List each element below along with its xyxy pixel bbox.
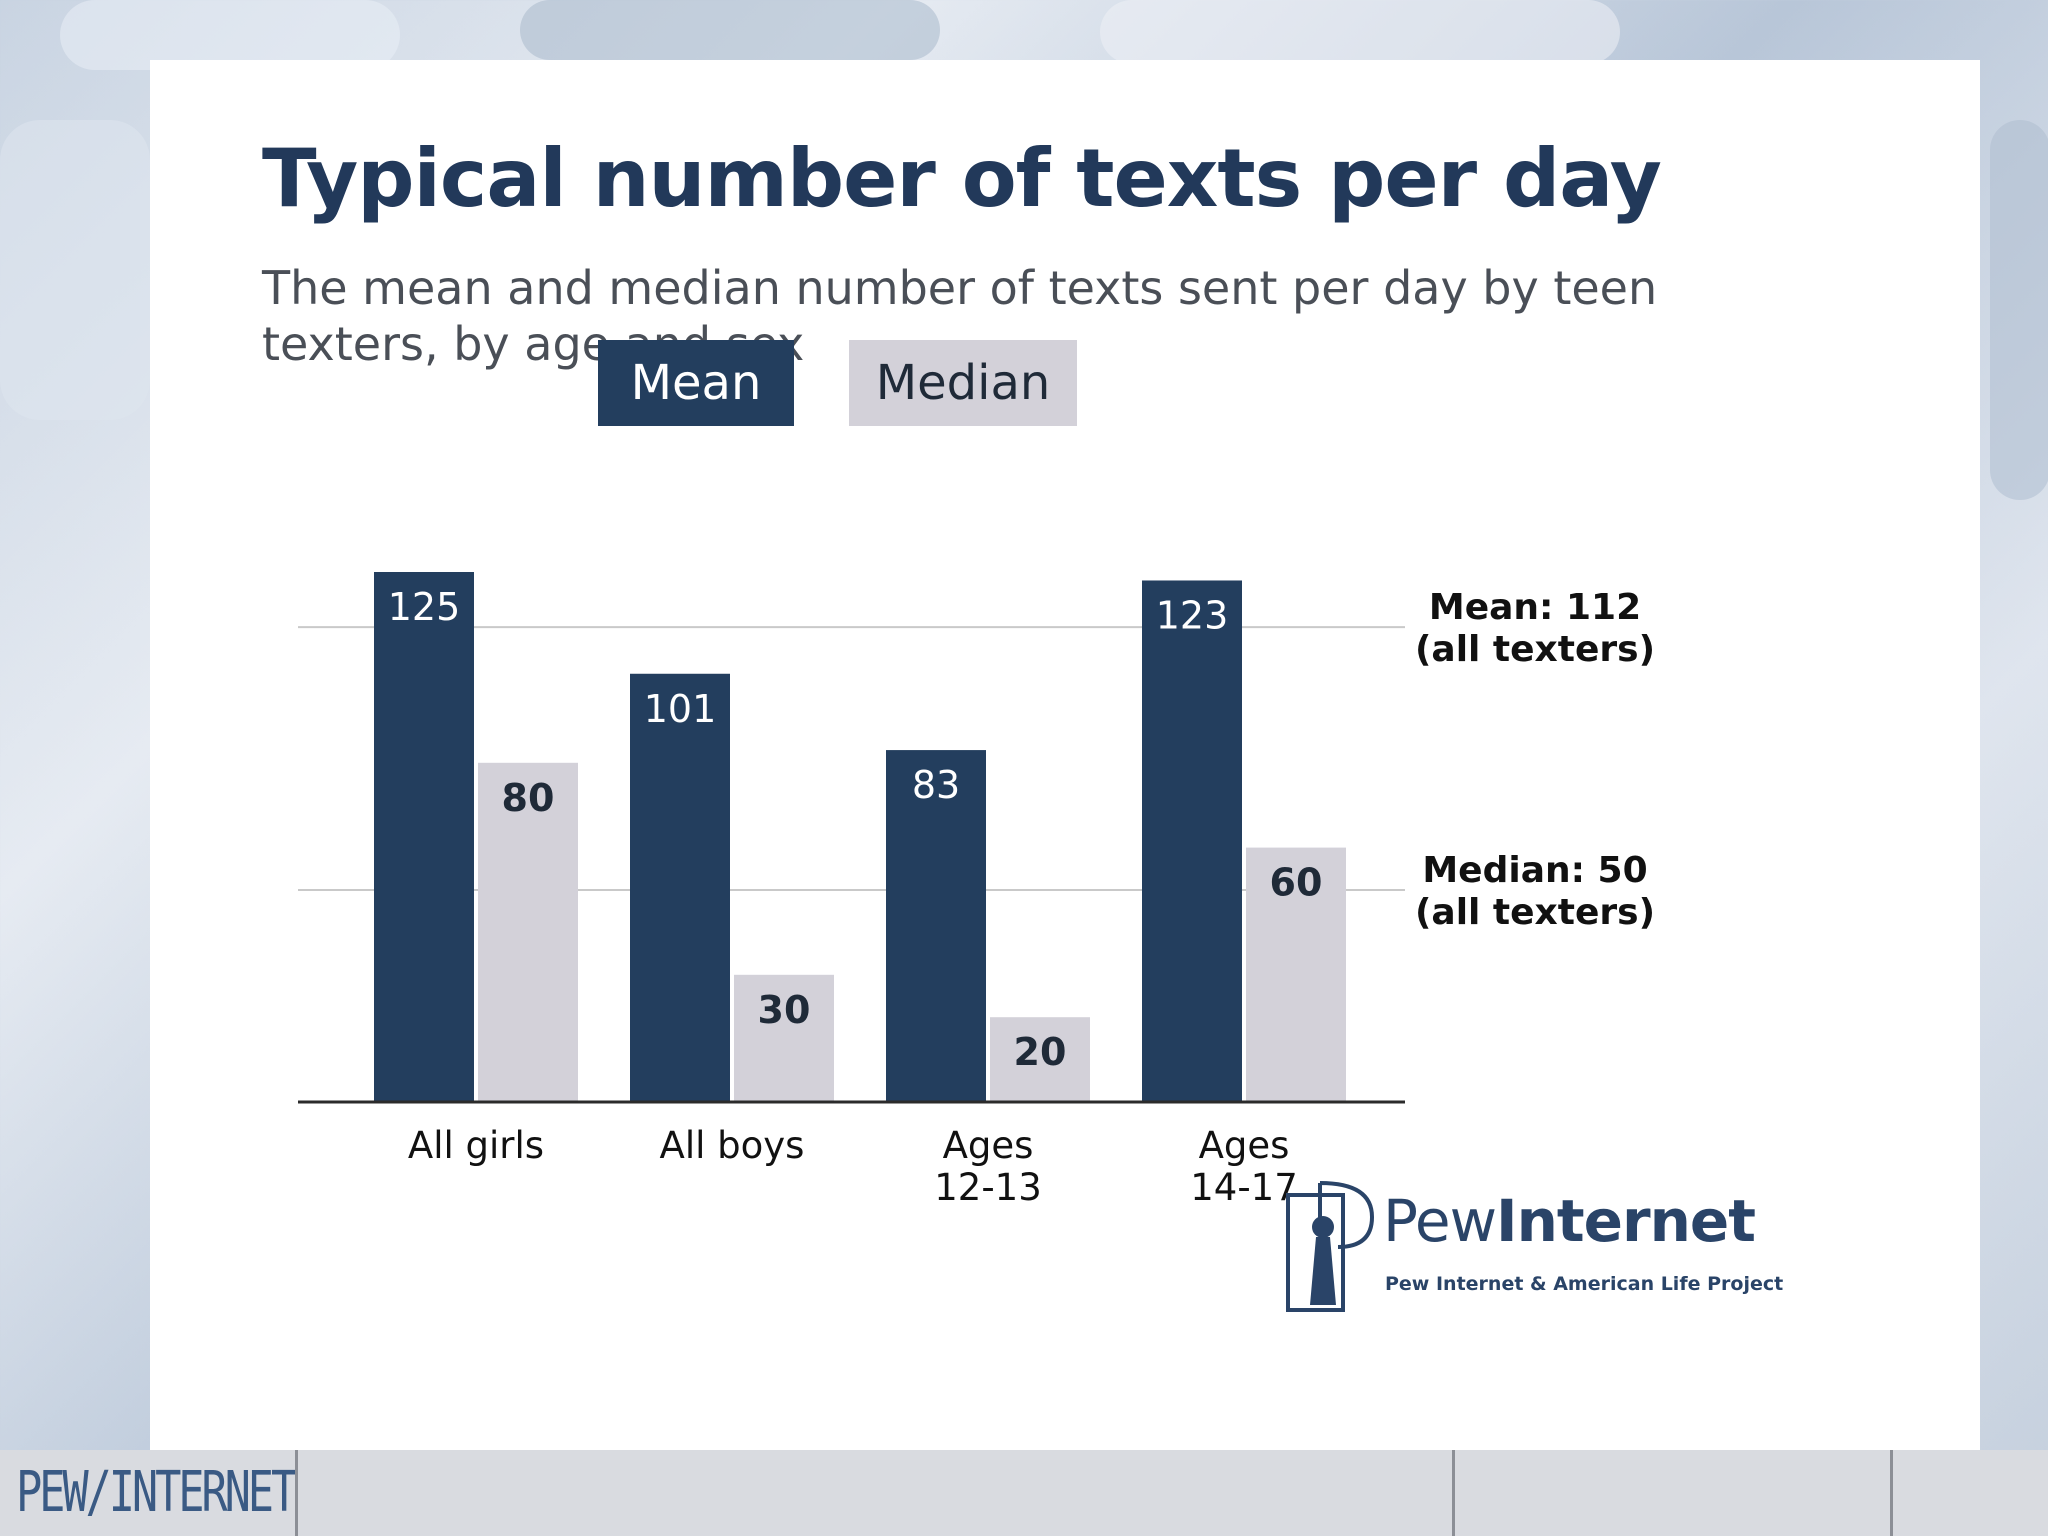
brand-name: PewInternet (1383, 1187, 1756, 1255)
bar-value-label: 123 (1156, 593, 1229, 637)
bar-median (1246, 847, 1346, 1102)
bar-value-label: 30 (758, 988, 811, 1032)
pew-internet-logo: PewInternet Pew Internet & American Life… (1280, 1175, 1784, 1325)
pew-key-icon (1286, 1181, 1375, 1312)
bar-mean (374, 572, 474, 1102)
category-label: All girls (408, 1124, 544, 1167)
chart-title: Typical number of texts per day (262, 132, 1662, 225)
reference-line-label: Mean: 112 (1429, 587, 1641, 628)
category-label: 12-13 (934, 1166, 1042, 1209)
bar-value-label: 83 (912, 763, 960, 807)
bar-value-label: 125 (388, 585, 461, 629)
category-label: Ages (1199, 1124, 1290, 1167)
bar-value-label: 101 (644, 687, 717, 731)
brand-tagline: Pew Internet & American Life Project (1385, 1273, 1784, 1295)
background-key-shape (0, 120, 150, 420)
reference-line-label: Median: 50 (1422, 850, 1647, 891)
bar-value-label: 60 (1270, 861, 1323, 905)
background-key-shape (1990, 120, 2048, 500)
bar-mean (630, 673, 730, 1102)
category-label: Ages (943, 1124, 1034, 1167)
bar-median (478, 762, 578, 1102)
bar-median (990, 1017, 1090, 1102)
bar-median (734, 974, 834, 1102)
reference-line-label: (all texters) (1415, 629, 1655, 670)
footer-pew-internet-logo: PEW/INTERNET (16, 1460, 297, 1525)
footer-divider (1452, 1450, 1455, 1536)
background-key-shape (60, 0, 400, 70)
background-key-shape (520, 0, 940, 60)
footer-divider (1890, 1450, 1893, 1536)
bar-value-label: 20 (1014, 1030, 1067, 1074)
legend-median: Median (849, 340, 1077, 426)
bar-value-label: 80 (502, 776, 555, 820)
category-label: 14-17 (1190, 1166, 1298, 1209)
background-key-shape (1100, 0, 1620, 64)
category-label: All boys (660, 1124, 805, 1167)
bar-mean (886, 750, 986, 1102)
bar-mean (1142, 580, 1242, 1102)
legend-mean: Mean (598, 340, 794, 426)
footer-bar: PEW/INTERNET (0, 1450, 2048, 1536)
reference-line-label: (all texters) (1415, 892, 1655, 933)
footer-divider (295, 1450, 298, 1536)
